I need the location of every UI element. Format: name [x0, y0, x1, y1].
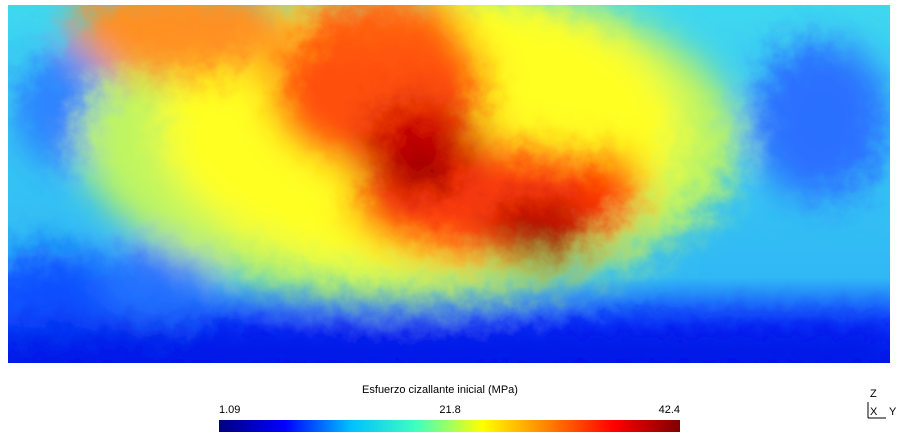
- colorbar-tick-label: 42.4: [659, 404, 680, 416]
- colorbar: 1.09 21.8 42.4: [219, 404, 680, 432]
- triad-label: Z: [870, 388, 877, 400]
- colorbar-ramp: [219, 420, 680, 432]
- triad-label: Y: [889, 406, 897, 418]
- colorbar-title: Esfuerzo cizallante inicial (MPa): [362, 384, 518, 396]
- triad-label: X: [870, 406, 878, 418]
- colorbar-tick-label: 21.8: [439, 404, 460, 416]
- stress-field: [8, 5, 890, 363]
- colorbar-tick-label: 1.09: [219, 404, 240, 416]
